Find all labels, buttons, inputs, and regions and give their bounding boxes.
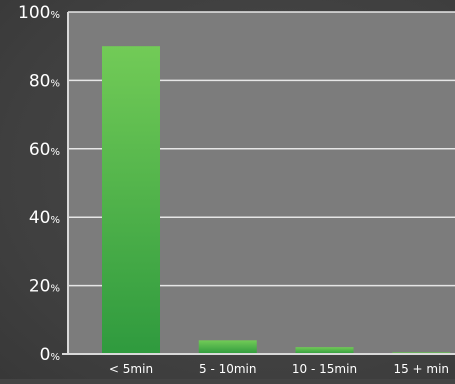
y-tick-label: 40%: [29, 208, 60, 228]
bar-2: [198, 340, 257, 354]
y-tick-label: 80%: [29, 71, 60, 91]
x-tick-labels: < 5min 5 - 10min 10 - 15min 15 + min: [109, 362, 449, 376]
bar-1: [102, 46, 160, 354]
x-tick-label: 5 - 10min: [199, 362, 257, 376]
y-tick-label: 100%: [18, 3, 60, 23]
x-tick-label: 10 - 15min: [292, 362, 357, 376]
bars: [102, 46, 451, 354]
bar-3: [295, 347, 354, 354]
y-tick-label: 60%: [29, 140, 60, 160]
y-tick-label: 0%: [40, 345, 60, 365]
x-tick-label: 15 + min: [393, 362, 449, 376]
y-tick-label: 20%: [29, 277, 60, 297]
y-tick-labels: 0% 20% 40% 60% 80% 100%: [18, 3, 60, 365]
axes: [62, 12, 455, 355]
x-tick-label: < 5min: [109, 362, 153, 376]
